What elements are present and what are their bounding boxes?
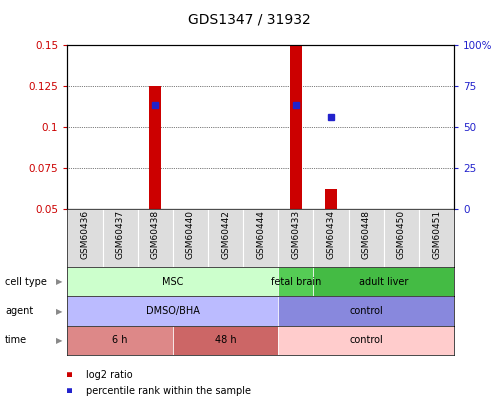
Text: agent: agent — [5, 306, 33, 316]
Text: adult liver: adult liver — [359, 277, 409, 287]
Text: GDS1347 / 31932: GDS1347 / 31932 — [188, 12, 311, 26]
Bar — [349, 209, 384, 267]
Text: GSM60444: GSM60444 — [256, 210, 265, 259]
Bar — [290, 45, 302, 209]
Bar — [208, 209, 243, 267]
Text: time: time — [5, 335, 27, 345]
Bar — [138, 209, 173, 267]
Text: GSM60440: GSM60440 — [186, 210, 195, 259]
Bar — [67, 326, 173, 355]
Text: GSM60437: GSM60437 — [116, 210, 125, 260]
Bar — [384, 209, 419, 267]
Text: GSM60450: GSM60450 — [397, 210, 406, 260]
Bar — [278, 326, 454, 355]
Text: ■: ■ — [67, 370, 72, 379]
Bar — [243, 209, 278, 267]
Bar — [67, 209, 102, 267]
Text: MSC: MSC — [162, 277, 184, 287]
Text: fetal brain: fetal brain — [270, 277, 321, 287]
Text: ▶: ▶ — [56, 336, 62, 345]
Text: control: control — [349, 306, 383, 316]
Bar — [102, 209, 138, 267]
Text: 6 h: 6 h — [112, 335, 128, 345]
Bar — [419, 209, 454, 267]
Text: cell type: cell type — [5, 277, 47, 287]
Text: log2 ratio: log2 ratio — [86, 370, 133, 379]
Bar — [325, 189, 337, 209]
Text: GSM60436: GSM60436 — [80, 210, 89, 260]
Bar — [149, 85, 161, 209]
Text: DMSO/BHA: DMSO/BHA — [146, 306, 200, 316]
Text: GSM60433: GSM60433 — [291, 210, 300, 260]
Text: GSM60434: GSM60434 — [326, 210, 335, 259]
Bar — [278, 209, 313, 267]
Text: GSM60451: GSM60451 — [432, 210, 441, 260]
Bar — [313, 209, 349, 267]
Bar — [173, 209, 208, 267]
Text: ■: ■ — [67, 386, 72, 395]
Bar — [67, 296, 278, 326]
Bar — [67, 267, 278, 296]
Bar — [313, 267, 454, 296]
Bar — [173, 326, 278, 355]
Text: GSM60442: GSM60442 — [221, 210, 230, 259]
Bar — [278, 296, 454, 326]
Text: 48 h: 48 h — [215, 335, 237, 345]
Text: percentile rank within the sample: percentile rank within the sample — [86, 386, 251, 396]
Text: control: control — [349, 335, 383, 345]
Text: GSM60438: GSM60438 — [151, 210, 160, 260]
Bar — [278, 267, 313, 296]
Text: ▶: ▶ — [56, 307, 62, 315]
Text: GSM60448: GSM60448 — [362, 210, 371, 259]
Text: ▶: ▶ — [56, 277, 62, 286]
